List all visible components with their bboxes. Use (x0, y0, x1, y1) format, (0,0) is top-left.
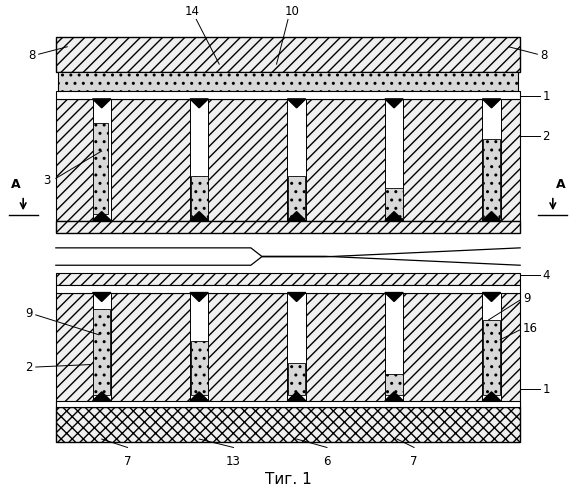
Bar (287, 99, 306, 220)
Polygon shape (385, 99, 403, 108)
Bar (56, 248, 520, 265)
Polygon shape (93, 292, 111, 302)
Polygon shape (287, 212, 306, 220)
Text: 10: 10 (285, 5, 300, 18)
Polygon shape (385, 212, 403, 220)
Bar (190, 99, 209, 220)
Text: 9: 9 (523, 292, 530, 305)
Polygon shape (482, 292, 501, 302)
Bar (288, 176, 305, 218)
Bar (56, 407, 520, 442)
Polygon shape (482, 212, 501, 220)
Text: 8: 8 (28, 48, 36, 62)
Polygon shape (190, 212, 209, 220)
Bar (191, 342, 208, 396)
Bar (93, 292, 111, 401)
Bar (56, 37, 520, 72)
Polygon shape (385, 392, 403, 401)
Bar (385, 188, 403, 218)
Bar (56, 92, 520, 99)
Bar (483, 320, 500, 396)
Polygon shape (482, 392, 501, 401)
Bar (385, 292, 403, 401)
Bar (56, 99, 520, 220)
Bar (288, 363, 305, 396)
Bar (483, 139, 500, 218)
Polygon shape (190, 292, 209, 302)
Bar (93, 309, 110, 396)
Text: 9: 9 (25, 307, 33, 320)
Bar (56, 401, 520, 407)
Polygon shape (190, 392, 209, 401)
Bar (56, 272, 520, 285)
Polygon shape (287, 99, 306, 108)
Polygon shape (287, 392, 306, 401)
Text: 6: 6 (323, 455, 331, 468)
Text: 4: 4 (543, 268, 550, 281)
Text: 1: 1 (543, 383, 550, 396)
Text: 13: 13 (226, 455, 241, 468)
Bar (191, 176, 208, 218)
Bar (56, 292, 520, 407)
Bar (93, 99, 111, 220)
Text: 8: 8 (540, 48, 548, 62)
Bar (385, 99, 403, 220)
Bar (190, 292, 209, 401)
Text: 1: 1 (543, 90, 550, 103)
Polygon shape (190, 99, 209, 108)
Text: A: A (11, 178, 20, 191)
Polygon shape (385, 292, 403, 302)
Text: Τиг. 1: Τиг. 1 (264, 472, 312, 487)
Bar (93, 123, 108, 214)
Text: 16: 16 (523, 322, 538, 335)
Text: 7: 7 (124, 455, 131, 468)
Bar (56, 220, 520, 233)
Text: 7: 7 (410, 455, 418, 468)
Polygon shape (93, 392, 111, 401)
Bar (482, 99, 501, 220)
Polygon shape (482, 99, 501, 108)
Text: 3: 3 (43, 174, 50, 188)
Bar (58, 72, 518, 92)
Bar (482, 292, 501, 401)
Polygon shape (93, 212, 111, 220)
Bar (385, 374, 403, 396)
Polygon shape (287, 292, 306, 302)
Bar (287, 292, 306, 401)
Text: 14: 14 (184, 5, 199, 18)
Text: A: A (556, 178, 565, 191)
Bar (56, 285, 520, 292)
Text: 2: 2 (543, 130, 550, 142)
Text: 2: 2 (25, 360, 33, 374)
Polygon shape (93, 99, 111, 108)
